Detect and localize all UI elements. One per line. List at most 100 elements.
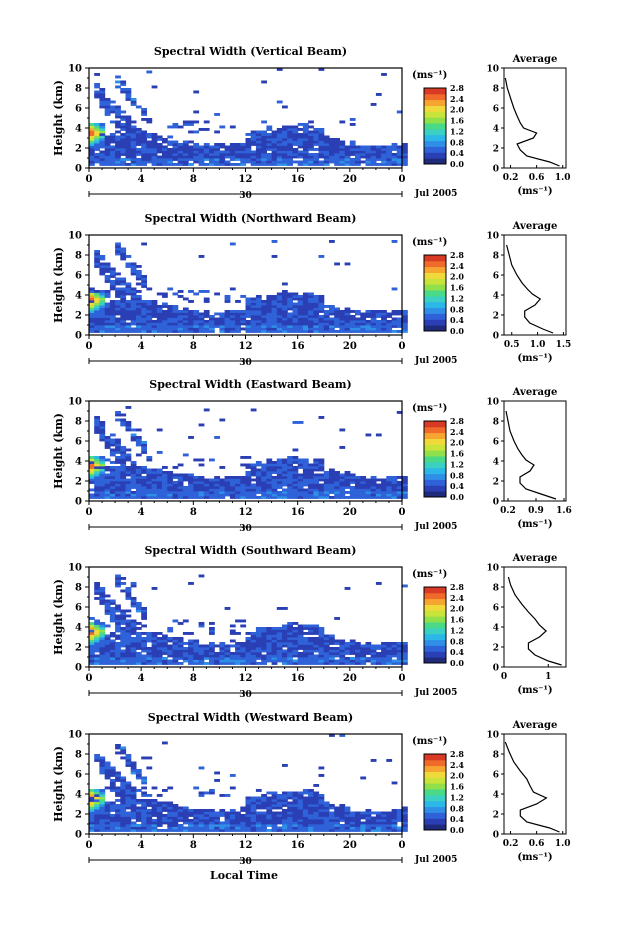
heatmap-cell: [396, 150, 403, 154]
average-x-tick: 0.6: [529, 839, 545, 849]
colorbar-tick-label: 1.2: [450, 625, 464, 635]
heatmap-cell: [188, 325, 194, 328]
heatmap-cell: [89, 307, 95, 311]
heatmap-cell: [167, 821, 174, 825]
heatmap-cell: [125, 644, 132, 648]
heatmap-cell: [308, 327, 314, 331]
heatmap-cell: [115, 622, 121, 625]
heatmap-cell: [261, 826, 267, 830]
heatmap-cell: [349, 647, 356, 650]
heatmap-cell: [130, 130, 137, 134]
heatmap-cell: [255, 153, 262, 156]
heatmap-cell: [115, 153, 121, 156]
heatmap-cell: [167, 148, 174, 151]
heatmap-cell: [318, 128, 325, 131]
heatmap-cell: [162, 330, 168, 333]
heatmap-cell: [146, 639, 153, 643]
heatmap-cell: [94, 300, 100, 303]
heatmap-cell: [381, 73, 387, 76]
heatmap-cell: [146, 662, 153, 665]
heatmap-cell: [182, 826, 189, 830]
heatmap-cell: [209, 814, 215, 817]
heatmap-cell: [235, 488, 241, 492]
heatmap-cell: [115, 105, 121, 109]
heatmap-cell: [141, 145, 147, 149]
heatmap-cell: [146, 811, 153, 815]
heatmap-cell: [313, 804, 320, 807]
colorbar-tick-label: 2.4: [450, 261, 464, 271]
heatmap-cell: [115, 130, 121, 134]
heatmap-cell: [224, 819, 231, 822]
heatmap-cell: [323, 158, 330, 161]
heatmap-cell: [135, 652, 142, 655]
heatmap-cell: [287, 816, 293, 820]
heatmap-cell: [188, 644, 194, 648]
heatmap-cell: [209, 330, 215, 333]
heatmap-cell: [89, 806, 95, 810]
heatmap-cell: [282, 138, 288, 141]
heatmap-cell: [141, 481, 147, 484]
heatmap-cell: [89, 826, 95, 830]
heatmap-cell: [135, 639, 142, 643]
heatmap-cell: [360, 821, 367, 825]
heatmap-cell: [135, 637, 142, 640]
day-label: 30: [239, 857, 252, 867]
heatmap-cell: [271, 637, 278, 640]
day-label: 30: [239, 690, 252, 700]
heatmap-cell: [375, 491, 382, 494]
heatmap-cell: [250, 662, 257, 665]
heatmap-cell: [89, 155, 95, 159]
heatmap-cell: [318, 639, 325, 643]
heatmap-cell: [120, 290, 127, 293]
panel-title: Spectral Width (Eastward Beam): [149, 378, 351, 391]
heatmap-cell: [130, 133, 137, 136]
colorbar-tick-label: 2.0: [450, 105, 464, 115]
heatmap-cell: [229, 486, 236, 489]
heatmap-cell: [250, 816, 257, 820]
heatmap-cell: [318, 463, 325, 467]
heatmap-cell: [109, 781, 116, 785]
heatmap-cell: [125, 426, 132, 429]
heatmap-cell: [94, 325, 100, 328]
heatmap-cell: [130, 637, 137, 640]
heatmap-cell: [99, 150, 106, 154]
heatmap-cell: [386, 654, 393, 658]
heatmap-cell: [292, 133, 299, 136]
heatmap-cell: [156, 155, 163, 159]
heatmap-cell: [162, 322, 168, 326]
heatmap-cell: [245, 642, 252, 645]
heatmap-cell: [151, 327, 158, 331]
heatmap-cell: [245, 491, 252, 494]
heatmap-cell: [287, 320, 293, 323]
heatmap-cell: [94, 811, 100, 815]
heatmap-cell: [344, 486, 351, 489]
heatmap-cell: [94, 466, 100, 469]
heatmap-cell: [135, 476, 142, 479]
heatmap-cell: [235, 155, 241, 159]
heatmap-cell: [245, 637, 252, 640]
heatmap-cell: [141, 779, 147, 782]
average-unit: (ms⁻¹): [517, 186, 552, 197]
heatmap-cell: [94, 322, 100, 326]
heatmap-cell: [261, 659, 267, 663]
heatmap-cell: [115, 746, 121, 750]
heatmap-cell: [120, 150, 127, 154]
heatmap-cell: [188, 824, 194, 827]
heatmap-cell: [271, 662, 278, 665]
heatmap-cell: [302, 804, 309, 807]
heatmap-cell: [109, 312, 116, 316]
heatmap-cell: [209, 789, 215, 792]
heatmap-cell: [125, 448, 132, 452]
heatmap-cell: [151, 135, 158, 139]
heatmap-cell: [188, 317, 194, 321]
heatmap-cell: [302, 300, 309, 303]
heatmap-cell: [334, 806, 340, 810]
heatmap-cell: [219, 811, 226, 815]
heatmap-cell: [193, 654, 200, 658]
heatmap-cell: [266, 310, 273, 313]
y-tick-label: 2: [75, 311, 82, 322]
heatmap-cell: [245, 829, 252, 832]
heatmap-cell: [323, 481, 330, 484]
heatmap-cell: [287, 486, 293, 489]
heatmap-cell: [396, 158, 403, 161]
